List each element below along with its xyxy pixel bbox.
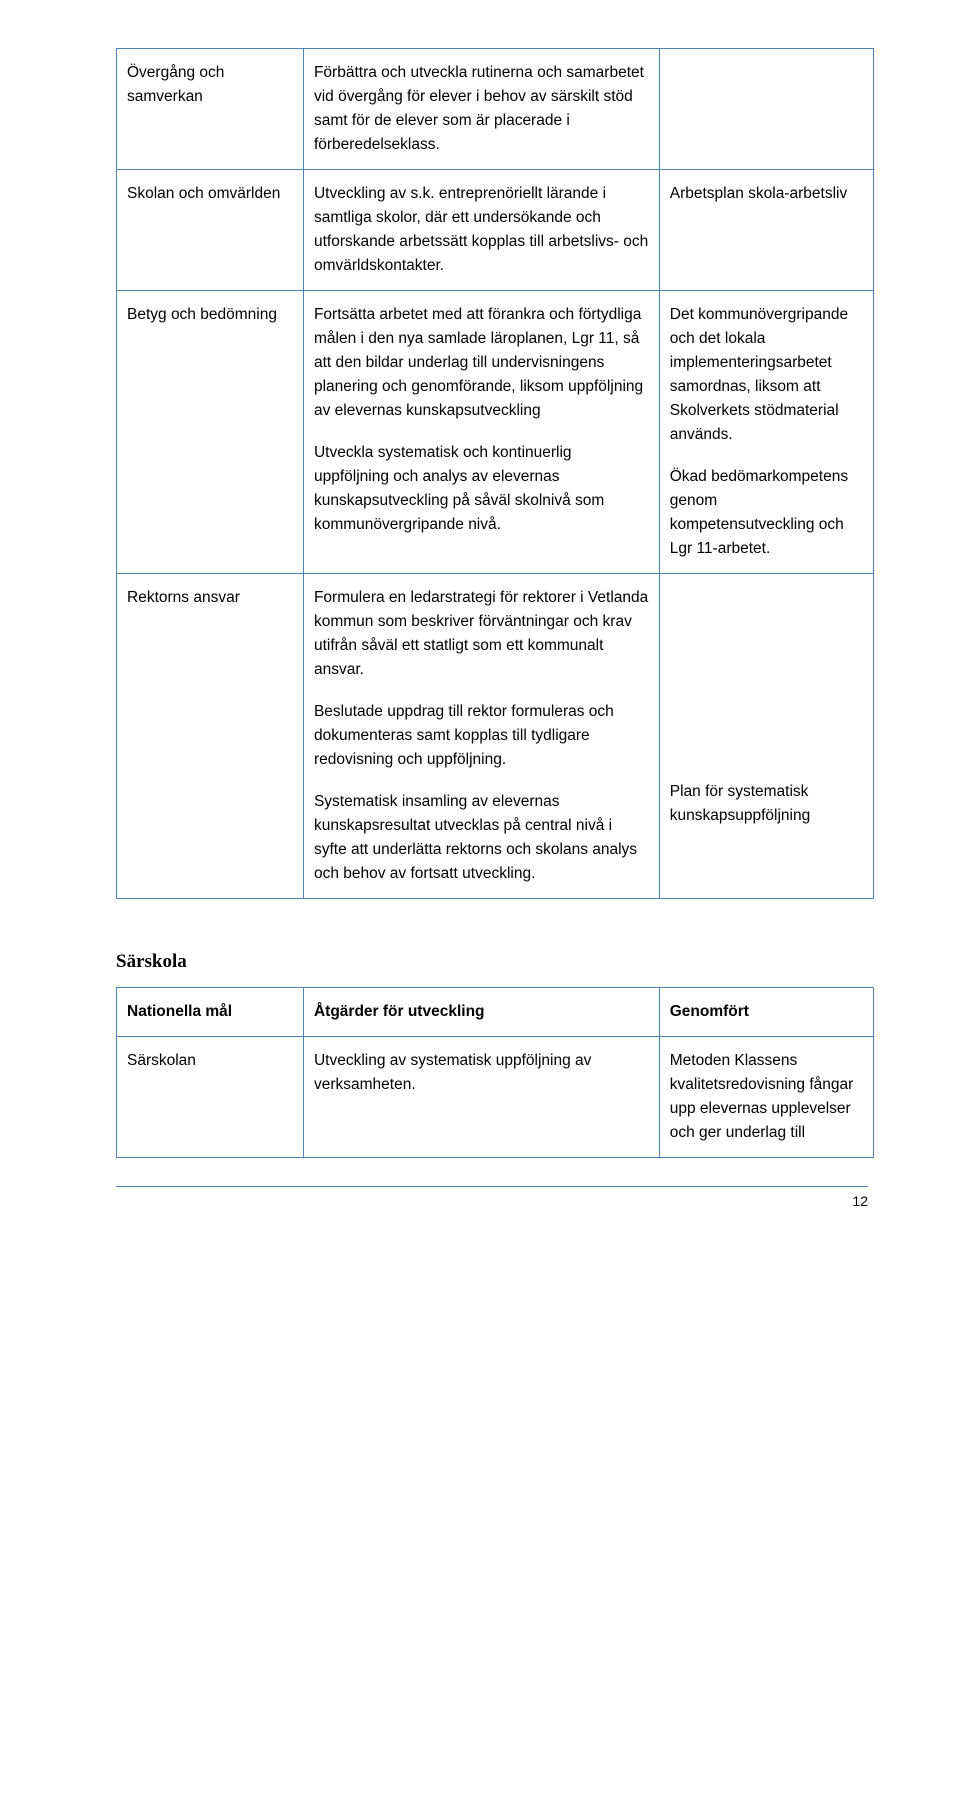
table-header-row: Nationella mål Åtgärder för utveckling G… xyxy=(117,987,874,1036)
sarskola-table: Nationella mål Åtgärder för utveckling G… xyxy=(116,987,874,1158)
row-result: Metoden Klassens kvalitetsredovisning få… xyxy=(659,1036,873,1157)
cell-paragraph: Fortsätta arbetet med att förankra och f… xyxy=(314,303,649,423)
row-action: Utveckling av systematisk uppföljning av… xyxy=(303,1036,659,1157)
row-result xyxy=(659,49,873,170)
cell-paragraph: Ökad bedömarkompetens genom kompetensutv… xyxy=(670,465,863,561)
cell-paragraph: Plan för systematisk kunskapsuppföljning xyxy=(670,780,863,828)
table-row: Rektorns ansvar Formulera en ledarstrate… xyxy=(117,574,874,899)
page-footer: 12 xyxy=(116,1186,874,1213)
row-action: Formulera en ledarstrategi för rektorer … xyxy=(303,574,659,899)
row-label: Rektorns ansvar xyxy=(117,574,304,899)
row-label: Övergång och samverkan xyxy=(117,49,304,170)
row-action: Fortsätta arbetet med att förankra och f… xyxy=(303,291,659,574)
row-action: Utveckling av s.k. entreprenöriellt lära… xyxy=(303,170,659,291)
row-result: Plan för systematisk kunskapsuppföljning xyxy=(659,574,873,899)
column-header: Genomfört xyxy=(659,987,873,1036)
cell-paragraph: Utveckla systematisk och kontinuerlig up… xyxy=(314,441,649,537)
row-result: Arbetsplan skola-arbetsliv xyxy=(659,170,873,291)
main-table: Övergång och samverkan Förbättra och utv… xyxy=(116,48,874,899)
cell-paragraph: Det kommunövergripande och det lokala im… xyxy=(670,303,863,447)
cell-paragraph: Beslutade uppdrag till rektor formuleras… xyxy=(314,700,649,772)
row-label: Betyg och bedömning xyxy=(117,291,304,574)
page-number: 12 xyxy=(852,1193,868,1209)
footer-divider xyxy=(116,1186,868,1187)
table-row: Betyg och bedömning Fortsätta arbetet me… xyxy=(117,291,874,574)
row-label: Särskolan xyxy=(117,1036,304,1157)
cell-paragraph: Formulera en ledarstrategi för rektorer … xyxy=(314,586,649,682)
column-header: Nationella mål xyxy=(117,987,304,1036)
table-row: Särskolan Utveckling av systematisk uppf… xyxy=(117,1036,874,1157)
table-row: Övergång och samverkan Förbättra och utv… xyxy=(117,49,874,170)
row-label: Skolan och omvärlden xyxy=(117,170,304,291)
cell-paragraph: Systematisk insamling av elevernas kunsk… xyxy=(314,790,649,886)
column-header: Åtgärder för utveckling xyxy=(303,987,659,1036)
table-row: Skolan och omvärlden Utveckling av s.k. … xyxy=(117,170,874,291)
row-action: Förbättra och utveckla rutinerna och sam… xyxy=(303,49,659,170)
row-result: Det kommunövergripande och det lokala im… xyxy=(659,291,873,574)
section-heading-sarskola: Särskola xyxy=(116,947,874,976)
